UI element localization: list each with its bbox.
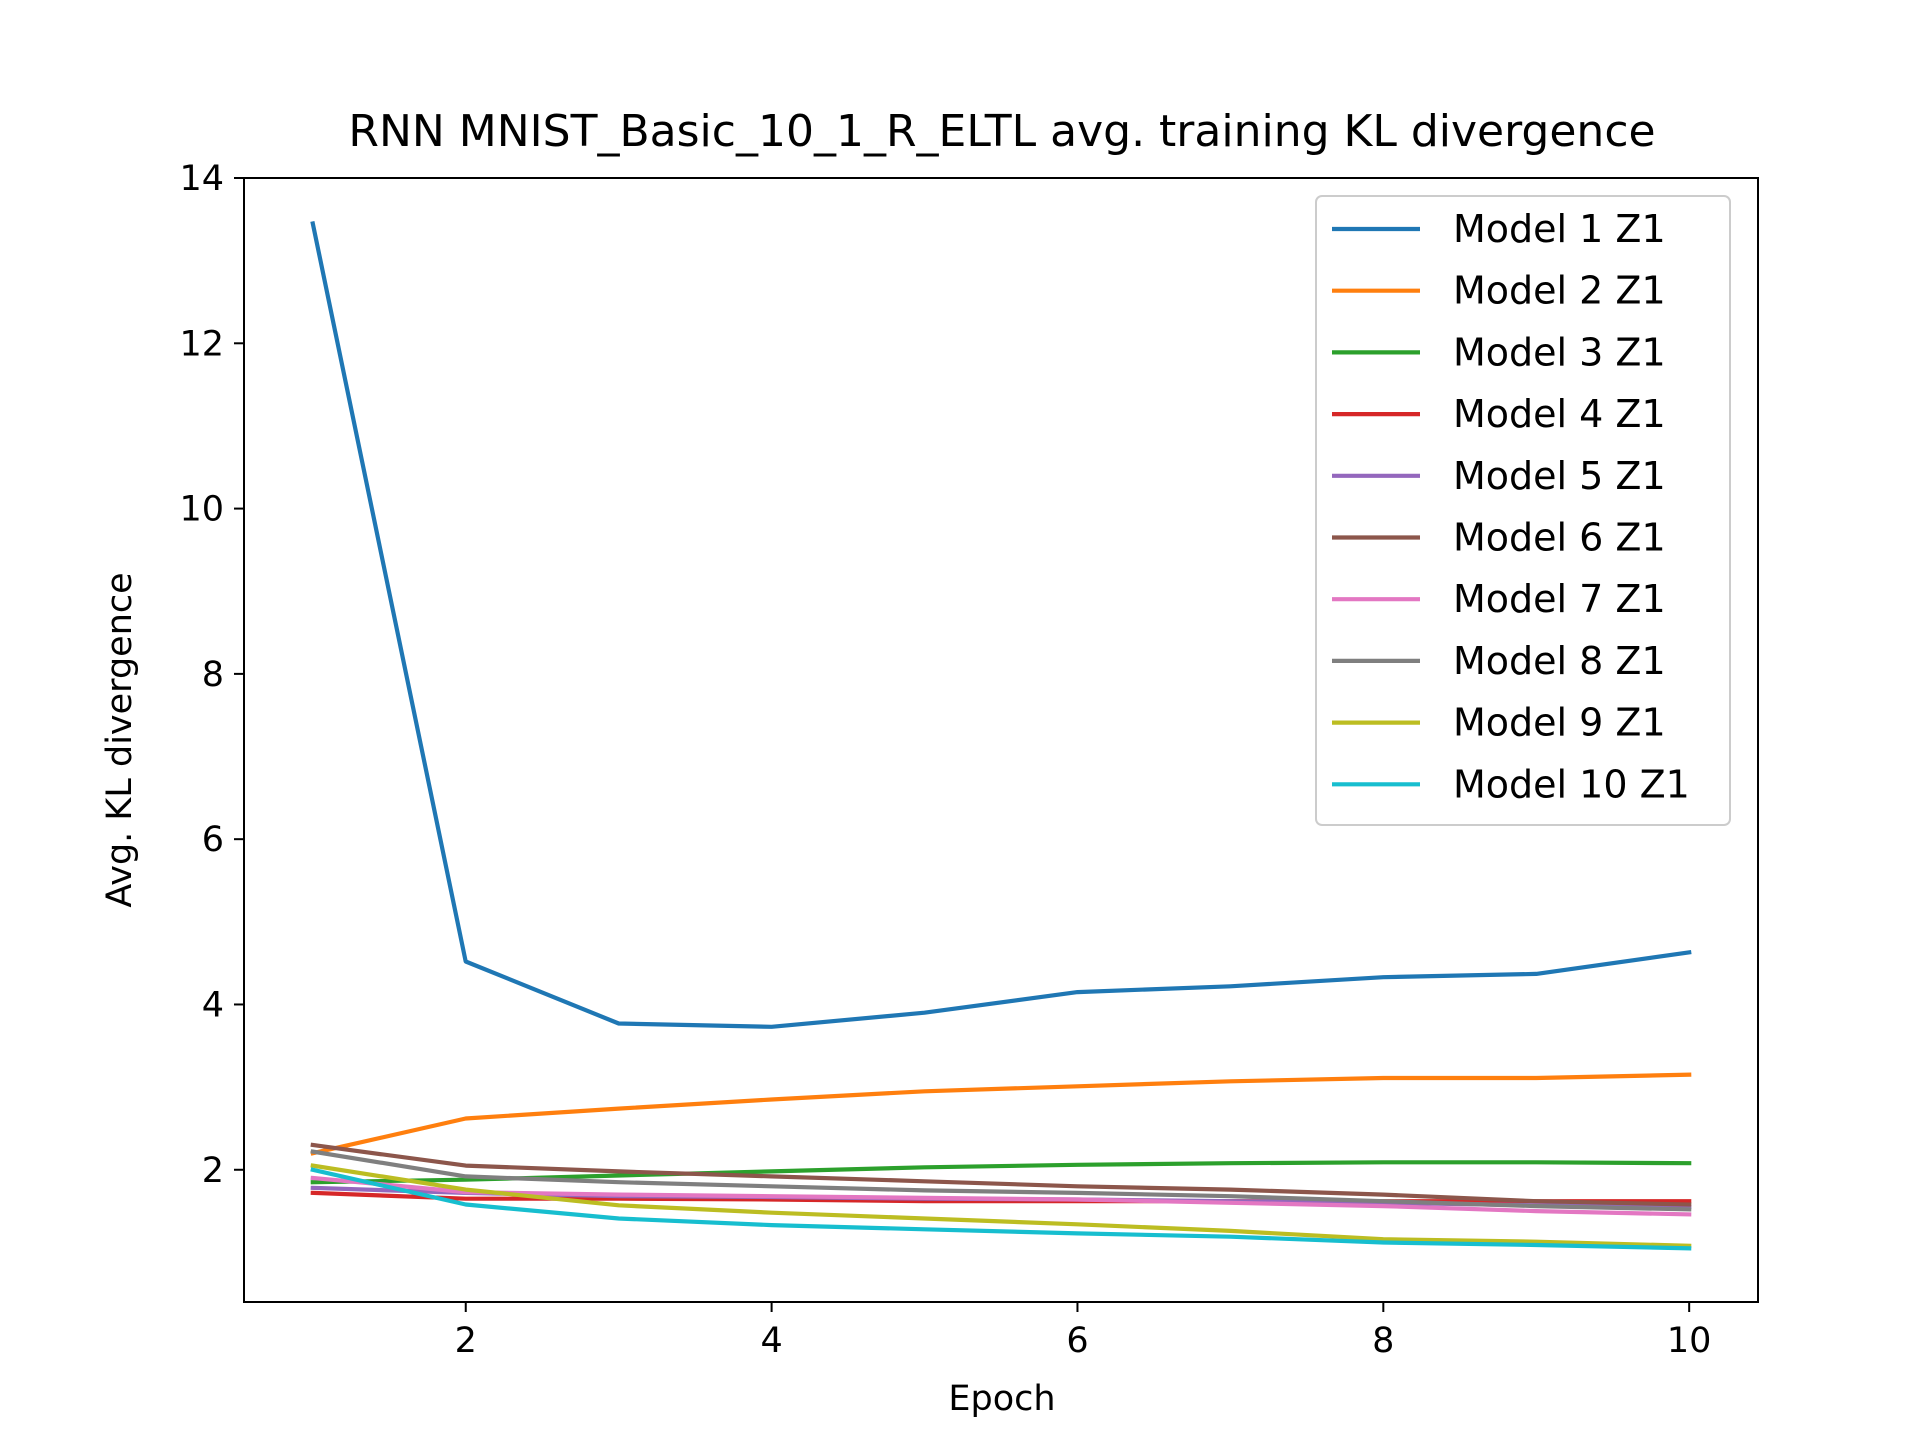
x-tick-label: 4 — [760, 1321, 782, 1361]
y-tick-label: 12 — [179, 324, 224, 364]
legend-label: Model 8 Z1 — [1453, 639, 1666, 683]
series-line-model-6 — [310, 1142, 1692, 1207]
legend-label: Model 1 Z1 — [1453, 207, 1666, 251]
x-tick-label: 10 — [1667, 1321, 1712, 1361]
legend-label: Model 4 Z1 — [1453, 392, 1666, 436]
plot-area — [310, 221, 1692, 1251]
y-tick-label: 10 — [179, 490, 224, 530]
y-tick-label: 8 — [202, 655, 224, 695]
x-tick-label: 2 — [455, 1321, 477, 1361]
legend-label: Model 9 Z1 — [1453, 701, 1666, 745]
y-tick-label: 6 — [202, 820, 224, 860]
chart-title: RNN MNIST_Basic_10_1_R_ELTL avg. trainin… — [348, 106, 1655, 157]
series-line-model-10 — [310, 1167, 1692, 1251]
y-tick-label: 14 — [179, 159, 224, 199]
y-axis-label: Avg. KL divergence — [100, 572, 140, 907]
series-line-model-1 — [310, 221, 1692, 1029]
legend-label: Model 6 Z1 — [1453, 516, 1666, 560]
legend-label: Model 2 Z1 — [1453, 269, 1666, 313]
legend-label: Model 10 Z1 — [1453, 762, 1690, 806]
x-axis-label: Epoch — [948, 1379, 1055, 1419]
x-tick-label: 8 — [1372, 1321, 1394, 1361]
legend-label: Model 3 Z1 — [1453, 330, 1666, 374]
legend: Model 1 Z1 Model 2 Z1 Model 3 Z1 Model 4 Z1… — [1315, 195, 1731, 826]
series-line-model-7 — [310, 1175, 1692, 1217]
y-tick-label: 4 — [202, 985, 224, 1025]
legend-label: Model 7 Z1 — [1453, 577, 1666, 621]
axes: 2 4 6 8 10 2 4 6 8 10 12 14 — [179, 159, 1759, 1361]
series-line-model-9 — [310, 1163, 1692, 1248]
axes-frame — [243, 177, 1759, 1303]
legend-label: Model 5 Z1 — [1453, 454, 1666, 498]
y-tick-label: 2 — [202, 1151, 224, 1191]
series-line-model-8 — [310, 1149, 1692, 1212]
series-line-model-2 — [310, 1072, 1692, 1156]
x-tick-label: 6 — [1066, 1321, 1088, 1361]
